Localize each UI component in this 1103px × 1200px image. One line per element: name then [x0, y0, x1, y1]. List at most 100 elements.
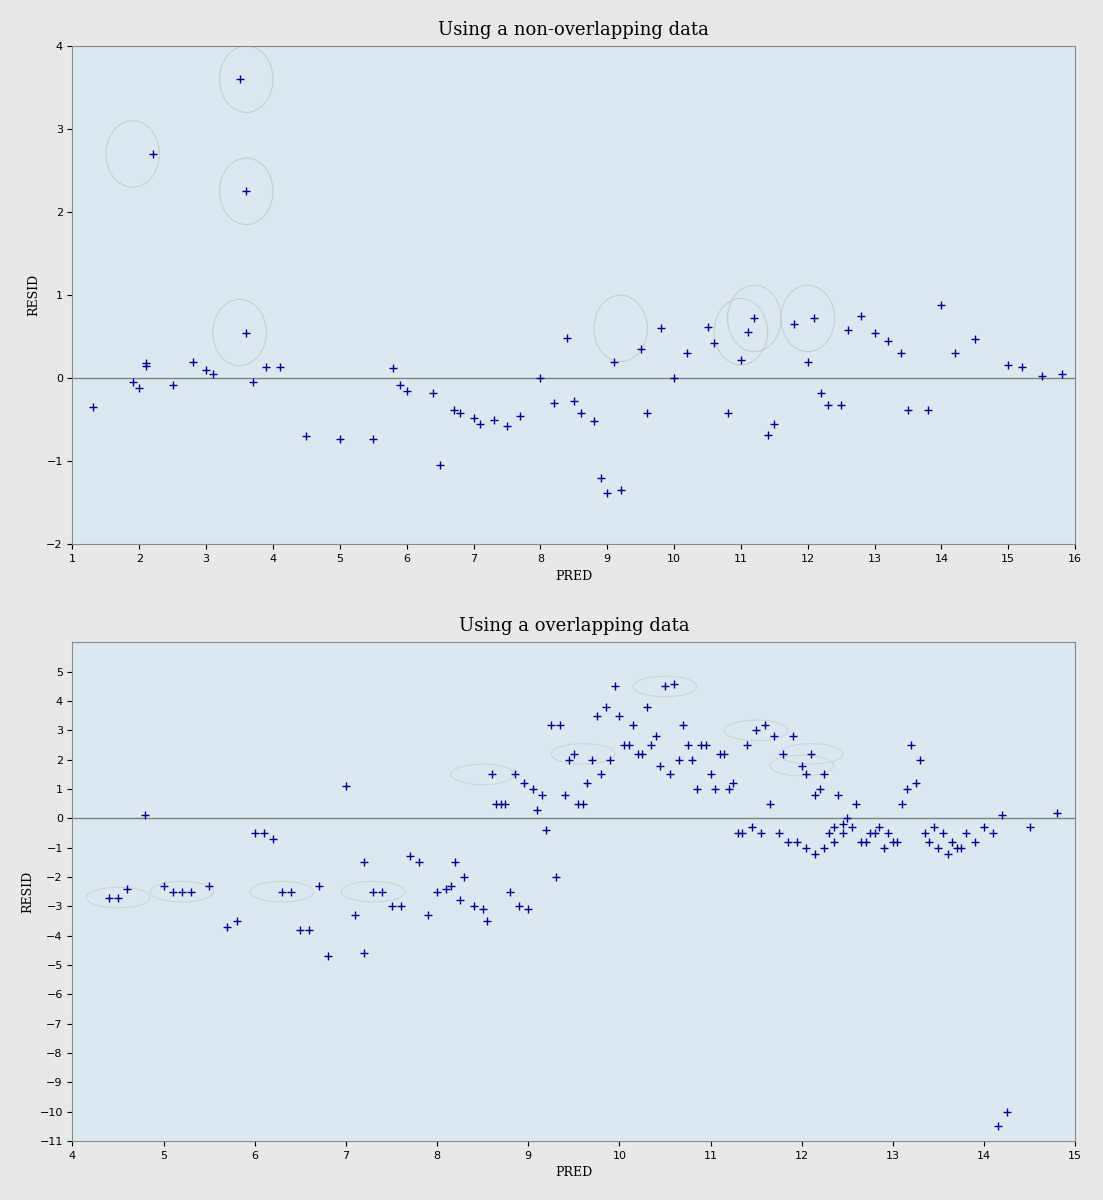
Point: [257, 358, 275, 377]
Point: [933, 295, 951, 314]
Point: [524, 780, 542, 799]
Point: [451, 890, 469, 910]
Point: [966, 330, 984, 349]
Point: [875, 838, 892, 857]
Point: [471, 414, 489, 433]
Point: [364, 430, 382, 449]
Point: [346, 906, 364, 925]
Point: [488, 794, 505, 814]
Point: [597, 697, 614, 716]
Point: [227, 911, 245, 930]
Point: [511, 896, 528, 916]
Point: [137, 806, 154, 826]
Point: [847, 794, 865, 814]
Point: [456, 868, 473, 887]
Point: [934, 823, 952, 842]
Point: [632, 340, 650, 359]
Point: [957, 823, 975, 842]
Point: [137, 354, 154, 373]
Point: [173, 882, 191, 901]
Point: [532, 368, 549, 388]
Point: [496, 794, 514, 814]
Point: [879, 331, 897, 350]
Point: [719, 403, 737, 422]
Point: [930, 838, 947, 857]
Point: [765, 414, 783, 433]
Point: [298, 427, 315, 446]
Point: [710, 744, 728, 763]
Point: [464, 408, 482, 427]
Point: [816, 838, 834, 857]
Point: [255, 823, 272, 842]
Point: [998, 1102, 1016, 1121]
Point: [706, 334, 724, 353]
Point: [857, 833, 875, 852]
Point: [301, 920, 319, 940]
Point: [1020, 817, 1038, 836]
Point: [797, 764, 815, 784]
Point: [492, 794, 510, 814]
Point: [843, 817, 860, 836]
Point: [118, 880, 136, 899]
Point: [943, 833, 961, 852]
Point: [265, 829, 282, 848]
Point: [716, 744, 733, 763]
Point: [204, 365, 222, 384]
Point: [512, 406, 529, 425]
X-axis label: PRED: PRED: [555, 570, 592, 583]
Point: [884, 833, 901, 852]
Point: [994, 806, 1011, 826]
Point: [100, 888, 118, 907]
Point: [838, 809, 856, 828]
Point: [237, 323, 255, 342]
Point: [899, 400, 917, 419]
Point: [569, 794, 587, 814]
Point: [137, 356, 154, 376]
Point: [624, 715, 642, 734]
Point: [425, 384, 442, 403]
Point: [398, 382, 416, 401]
Point: [385, 359, 403, 378]
Point: [483, 764, 501, 784]
Point: [661, 764, 678, 784]
Point: [383, 896, 400, 916]
Point: [201, 876, 218, 895]
Point: [679, 736, 697, 755]
Point: [639, 403, 656, 422]
Point: [164, 376, 182, 395]
Point: [310, 876, 328, 895]
Point: [447, 853, 464, 872]
Point: [789, 833, 806, 852]
Point: [528, 800, 546, 820]
Title: Using a non-overlapping data: Using a non-overlapping data: [438, 20, 709, 38]
Point: [765, 727, 783, 746]
Point: [752, 823, 770, 842]
Point: [697, 736, 715, 755]
Point: [984, 823, 1002, 842]
Point: [547, 868, 565, 887]
Point: [588, 706, 606, 725]
Point: [870, 817, 888, 836]
Point: [428, 882, 446, 901]
Point: [124, 373, 141, 392]
Point: [739, 322, 757, 341]
Point: [797, 838, 815, 857]
Point: [575, 794, 592, 814]
Point: [291, 920, 309, 940]
Point: [543, 715, 560, 734]
Point: [652, 319, 670, 338]
Point: [464, 896, 482, 916]
Point: [154, 876, 172, 895]
Point: [499, 416, 516, 436]
Point: [720, 780, 738, 799]
Point: [770, 823, 788, 842]
Point: [732, 350, 750, 370]
Point: [84, 397, 101, 416]
Point: [688, 780, 706, 799]
Point: [757, 715, 774, 734]
Point: [442, 876, 460, 895]
Point: [633, 744, 651, 763]
Point: [821, 823, 838, 842]
Point: [244, 373, 261, 392]
Point: [999, 355, 1017, 374]
